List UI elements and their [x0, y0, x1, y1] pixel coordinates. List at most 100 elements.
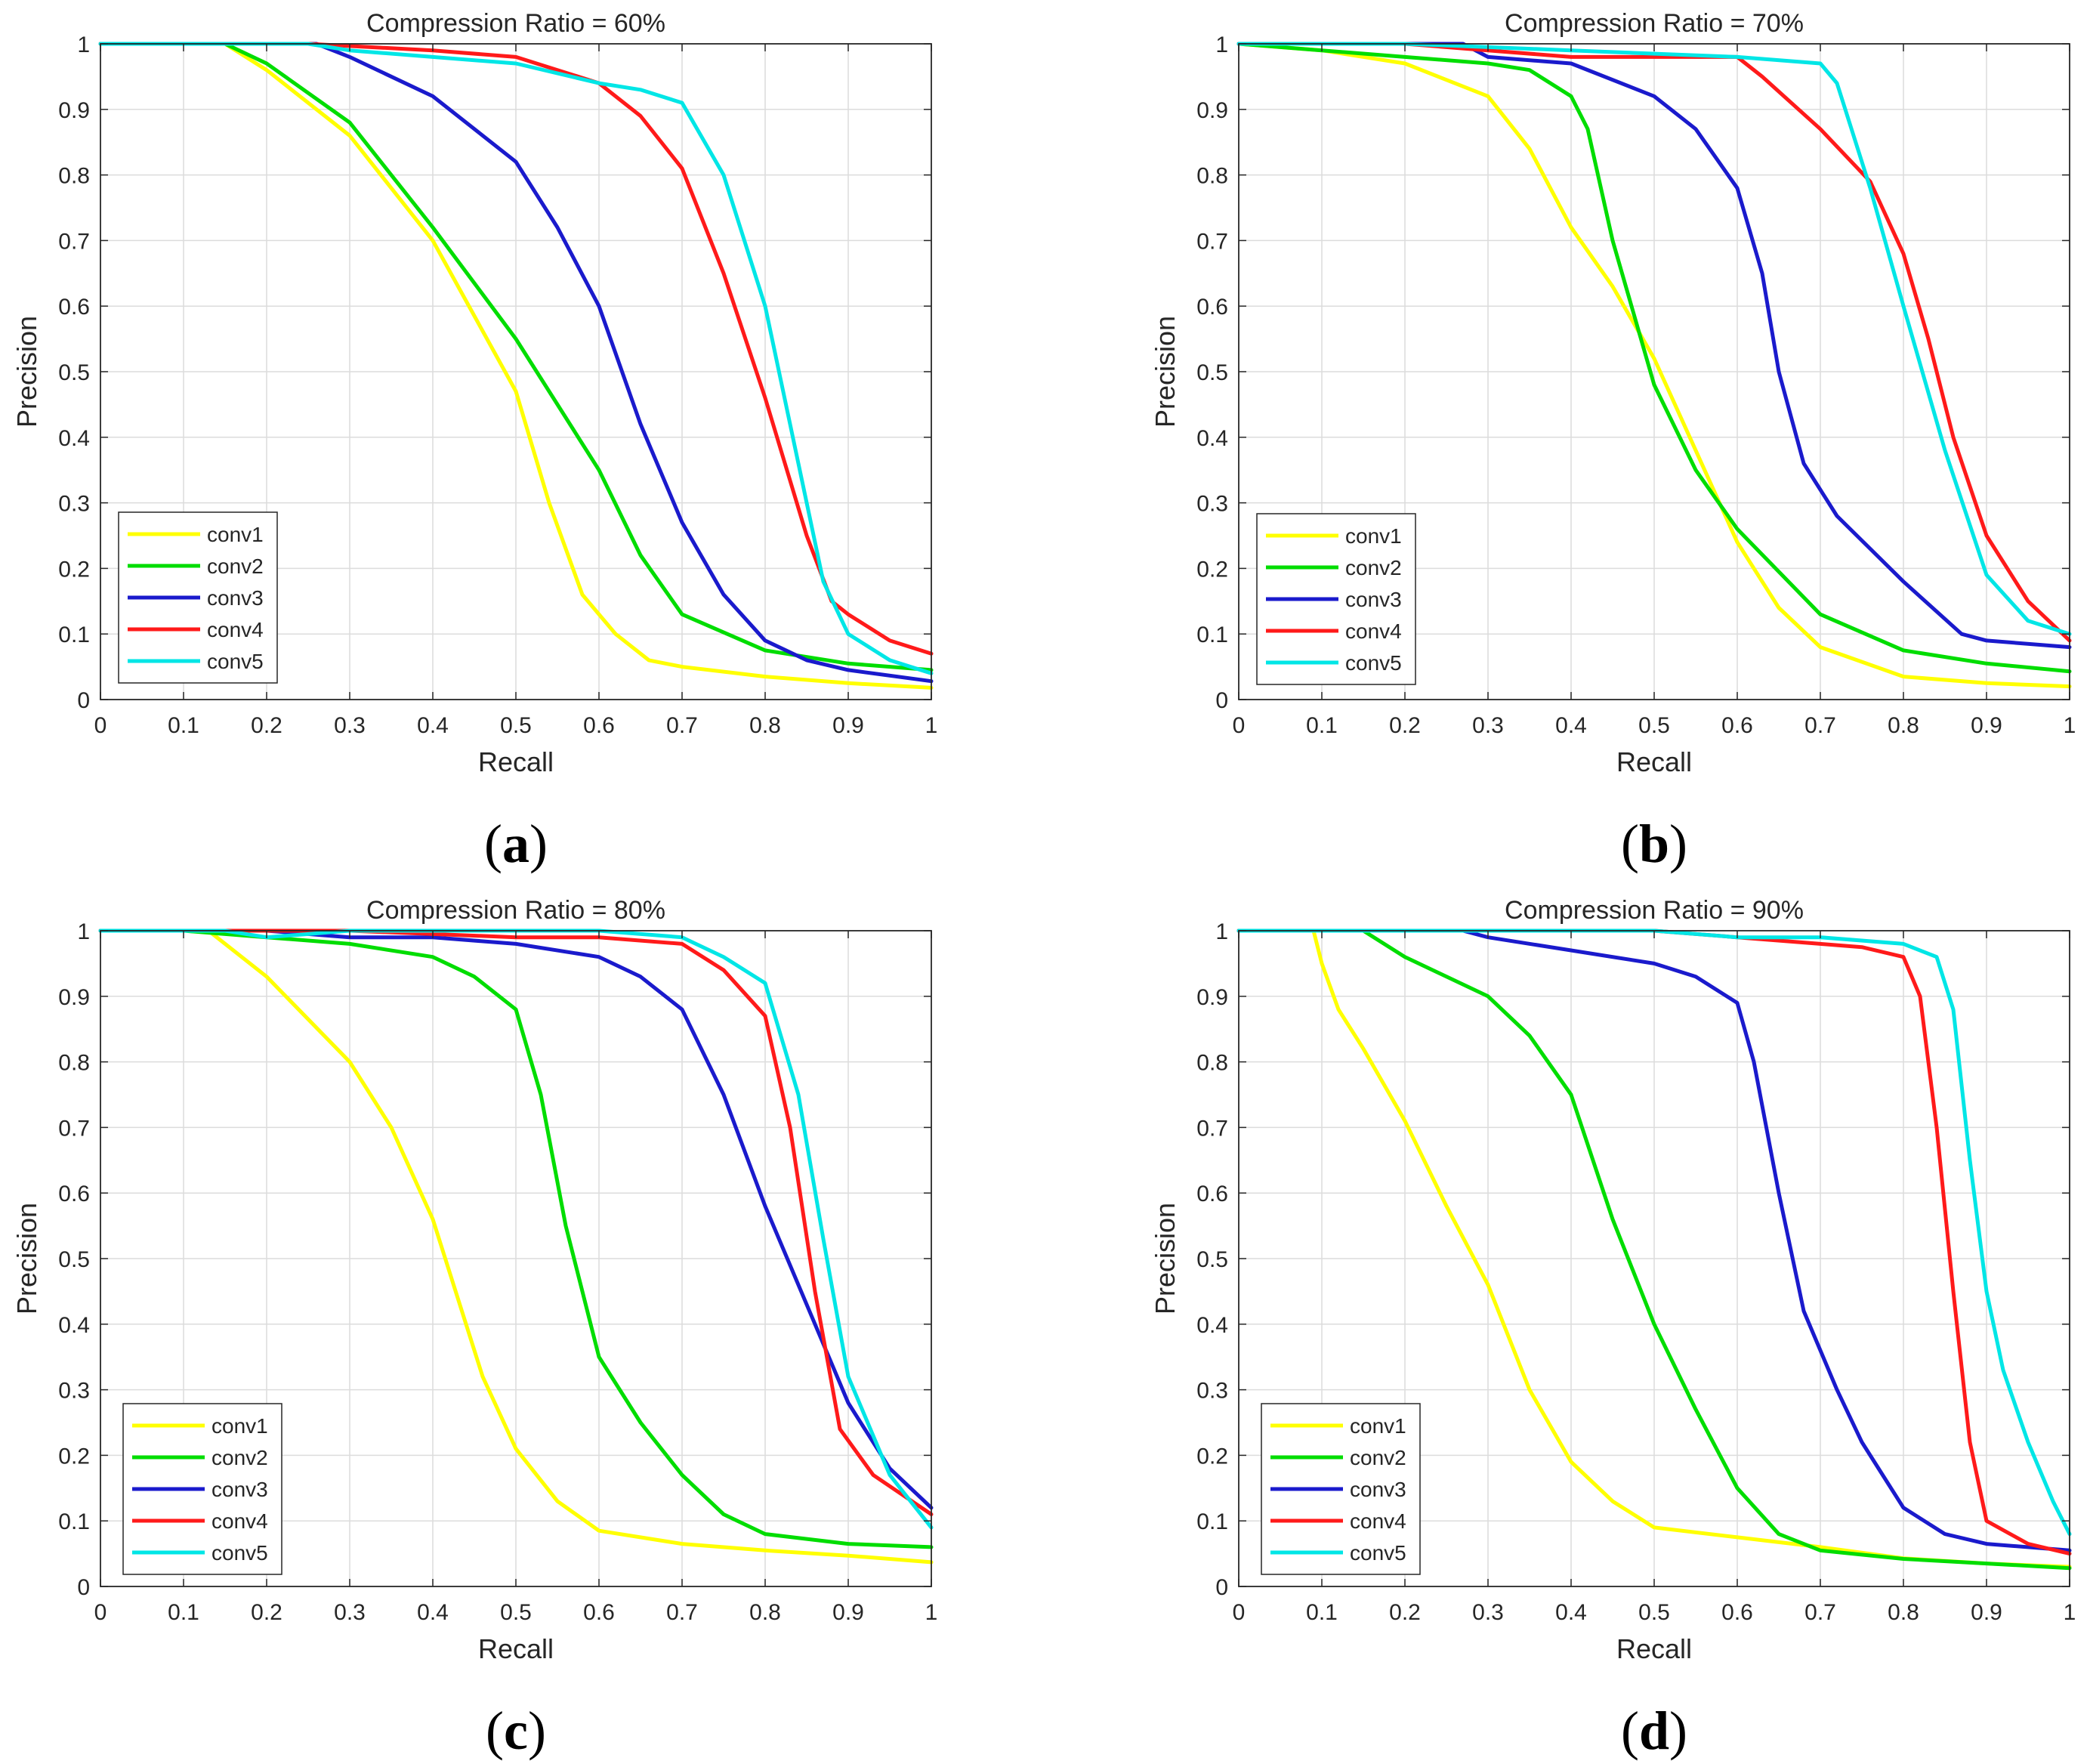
x-tick-label: 0.1: [168, 1600, 199, 1625]
legend-label-conv2: conv2: [211, 1446, 268, 1469]
y-tick-label: 0.2: [1196, 1444, 1228, 1469]
x-tick-label: 0.5: [1638, 713, 1670, 738]
x-tick-label: 0.9: [832, 713, 864, 738]
y-tick-label: 0: [77, 1575, 90, 1600]
x-tick-label: 1: [2064, 713, 2076, 738]
x-axis-label: Recall: [478, 746, 554, 777]
x-tick-label: 0.5: [500, 713, 532, 738]
legend-label-conv5: conv5: [207, 650, 264, 673]
x-tick-label: 0.4: [417, 1600, 449, 1625]
series-line-conv5: [1236, 42, 2072, 636]
y-axis-label: Precision: [11, 1203, 42, 1315]
caption-open-paren: (: [486, 1701, 504, 1761]
y-tick-label: 0.1: [1196, 622, 1228, 647]
legend-label-conv4: conv4: [211, 1509, 268, 1533]
x-tick-label: 0.2: [251, 1600, 282, 1625]
chart-title: Compression Ratio = 90%: [1505, 896, 1804, 925]
y-tick-label: 0.3: [58, 1379, 90, 1404]
y-tick-label: 0: [77, 688, 90, 713]
y-tick-label: 1: [1215, 32, 1228, 57]
chart-panel-b: 0 0.1 0.2 0.3 0.4 0.5 0.6 0.7 0.8 0.9 1 0 0.1 0.2 0.3 0…: [1150, 9, 2076, 874]
x-tick-label: 0.4: [1555, 713, 1587, 738]
legend-label-conv1: conv1: [1350, 1414, 1406, 1438]
x-tick-label: 0.4: [1555, 1600, 1587, 1625]
y-tick-label: 0.6: [58, 1182, 90, 1206]
y-tick-label: 0.1: [58, 1509, 90, 1534]
series-line-conv2: [98, 928, 934, 1549]
y-tick-label: 0.6: [1196, 295, 1228, 320]
x-tick-label: 0.9: [832, 1600, 864, 1625]
y-axis-label: Precision: [11, 316, 42, 428]
x-tick-label: 0.3: [1472, 713, 1504, 738]
panel-caption: (b): [1621, 814, 1687, 874]
caption-open-paren: (: [484, 814, 502, 874]
y-tick-label: 0.2: [58, 557, 90, 582]
x-tick-label: 0.5: [1638, 1600, 1670, 1625]
y-tick-label: 0.9: [1196, 98, 1228, 123]
x-tick-label: 1: [925, 1600, 938, 1625]
legend-label-conv4: conv4: [207, 618, 264, 641]
legend-label-conv1: conv1: [207, 523, 264, 546]
caption-open-paren: (: [1621, 814, 1639, 874]
legend-label-conv3: conv3: [211, 1478, 268, 1501]
x-tick-label: 0.1: [1306, 1600, 1338, 1625]
series-line-conv2: [98, 42, 934, 672]
legend-label-conv1: conv1: [211, 1414, 268, 1438]
legend: conv1 conv2 conv3 conv4 conv5: [122, 1403, 282, 1575]
series-line-conv4: [98, 42, 934, 656]
series-line-conv5: [1236, 928, 2072, 1537]
x-tick-label: 0: [94, 1600, 107, 1625]
legend: conv1 conv2 conv3 conv4 conv5: [1256, 513, 1416, 685]
panel-caption: (d): [1621, 1701, 1687, 1761]
legend-label-conv5: conv5: [211, 1541, 268, 1565]
y-tick-label: 0.3: [58, 492, 90, 517]
x-tick-label: 0.8: [749, 1600, 781, 1625]
legend-label-conv4: conv4: [1350, 1509, 1406, 1533]
x-tick-label: 1: [2064, 1600, 2076, 1625]
legend-label-conv2: conv2: [207, 555, 264, 578]
caption-close-paren: ): [1669, 1701, 1687, 1761]
x-tick-label: 0.8: [749, 713, 781, 738]
chart-panel-a: 0 0.1 0.2 0.3 0.4 0.5 0.6 0.7 0.8 0.9 1 0 0.1 0.2 0.3 0…: [11, 9, 937, 874]
y-tick-label: 0.2: [1196, 557, 1228, 582]
x-tick-label: 0: [1233, 713, 1246, 738]
x-tick-label: 0.2: [251, 713, 282, 738]
y-tick-label: 1: [77, 919, 90, 944]
series-group: [1236, 928, 2072, 1571]
series-line-conv1: [1236, 928, 2072, 1569]
caption-letter: a: [502, 814, 529, 874]
y-tick-label: 0.1: [1196, 1509, 1228, 1534]
panel-caption: (c): [486, 1701, 546, 1761]
x-tick-label: 0.7: [1804, 713, 1836, 738]
x-tick-label: 0.8: [1888, 1600, 1919, 1625]
x-axis-label: Recall: [1616, 746, 1692, 777]
caption-close-paren: ): [528, 1701, 546, 1761]
chart-title: Compression Ratio = 80%: [366, 896, 665, 925]
legend: conv1 conv2 conv3 conv4 conv5: [1261, 1403, 1421, 1575]
chart-panel-c: 0 0.1 0.2 0.3 0.4 0.5 0.6 0.7 0.8 0.9 1 0 0.1 0.2 0.3 0…: [11, 896, 937, 1761]
x-tick-label: 0.9: [1971, 1600, 2002, 1625]
x-tick-label: 0.6: [583, 1600, 615, 1625]
caption-close-paren: ): [1669, 814, 1687, 874]
x-axis-label: Recall: [1616, 1633, 1692, 1664]
x-tick-label: 0.7: [666, 713, 698, 738]
y-tick-label: 1: [1215, 919, 1228, 944]
y-axis-label: Precision: [1150, 316, 1181, 428]
series-group: [1236, 42, 2072, 689]
x-tick-label: 0.2: [1389, 713, 1421, 738]
series-line-conv3: [98, 928, 934, 1510]
chart-title: Compression Ratio = 60%: [366, 9, 665, 38]
y-tick-label: 0.9: [58, 98, 90, 123]
series-line-conv4: [1236, 42, 2072, 643]
series-line-conv5: [98, 42, 934, 675]
legend-label-conv2: conv2: [1350, 1446, 1406, 1469]
legend-label-conv4: conv4: [1345, 619, 1402, 643]
y-tick-label: 0.9: [1196, 985, 1228, 1010]
y-tick-label: 0.7: [58, 1116, 90, 1141]
x-tick-label: 1: [925, 713, 938, 738]
y-tick-label: 0.4: [58, 426, 90, 451]
y-tick-label: 0.6: [58, 295, 90, 320]
y-tick-label: 0.7: [1196, 1116, 1228, 1141]
x-tick-label: 0: [1233, 1600, 1246, 1625]
series-line-conv1: [1236, 42, 2072, 689]
